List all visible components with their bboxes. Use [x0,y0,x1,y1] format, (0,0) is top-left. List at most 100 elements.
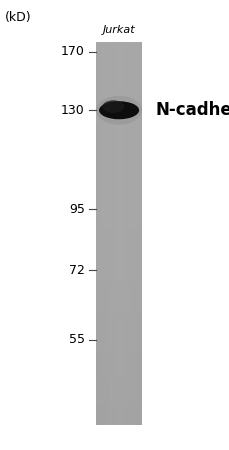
Bar [124,43,125,425]
Bar [96,281,142,287]
Bar [96,85,142,90]
Bar [96,66,142,72]
Text: 170: 170 [61,45,85,58]
Bar [96,104,142,110]
Bar [96,233,142,239]
Bar [140,43,142,425]
Bar [127,43,128,425]
Bar [96,138,142,143]
Bar [96,224,142,229]
Bar [96,262,142,267]
Bar [116,43,118,425]
Bar [96,324,142,329]
Bar [96,300,142,306]
Bar [125,43,127,425]
Bar [117,43,119,425]
Bar [96,405,142,411]
Bar [131,43,133,425]
Bar [96,219,142,225]
Bar [96,286,142,291]
Bar [96,305,142,310]
Bar [96,291,142,296]
Bar [101,43,103,425]
Ellipse shape [99,101,139,119]
Bar [119,43,121,425]
Bar [105,43,107,425]
Bar [96,238,142,243]
Bar [96,56,142,62]
Bar [96,400,142,406]
Bar [96,42,142,48]
Text: 72: 72 [69,264,85,276]
Bar [107,43,109,425]
Bar [96,71,142,76]
Bar [96,381,142,387]
Bar [98,43,99,425]
Bar [134,43,136,425]
Bar [96,176,142,181]
Bar [96,180,142,186]
Bar [96,410,142,416]
Bar [96,357,142,363]
Bar [96,90,142,95]
Bar [96,171,142,177]
Bar [96,386,142,392]
Bar [96,43,142,425]
Bar [96,377,142,382]
Bar [96,43,98,425]
Bar [112,43,113,425]
Bar [96,61,142,67]
Text: (kD): (kD) [5,11,31,24]
Bar [96,276,142,282]
Bar [122,43,124,425]
Bar [96,209,142,215]
Bar [96,252,142,258]
Bar [96,147,142,153]
Bar [96,343,142,349]
Bar [96,214,142,220]
Text: 55: 55 [69,333,85,346]
Bar [137,43,139,425]
Bar [96,142,142,148]
Bar [96,333,142,339]
Bar [104,43,106,425]
Bar [113,43,115,425]
Text: Jurkat: Jurkat [103,25,135,35]
Bar [96,166,142,172]
Bar [96,195,142,201]
Text: 130: 130 [61,104,85,117]
Bar [121,43,122,425]
Bar [96,157,142,162]
Bar [96,391,142,396]
Bar [96,367,142,373]
Bar [110,43,112,425]
Text: 95: 95 [69,203,85,216]
Bar [96,204,142,210]
Bar [96,128,142,134]
Bar [96,133,142,139]
Bar [114,43,116,425]
Bar [96,80,142,86]
Bar [133,43,135,425]
Bar [96,315,142,320]
Bar [96,190,142,196]
Bar [130,43,131,425]
Bar [96,113,142,119]
Bar [96,51,142,57]
Bar [96,162,142,167]
Bar [96,152,142,158]
Text: N-cadherin: N-cadherin [156,101,229,119]
Bar [96,248,142,253]
Bar [128,43,130,425]
Bar [96,348,142,354]
Bar [96,419,142,425]
Bar [96,118,142,124]
Bar [96,328,142,334]
Ellipse shape [96,96,142,125]
Bar [96,372,142,378]
Bar [96,123,142,129]
Bar [96,310,142,315]
Bar [96,47,142,52]
Bar [96,353,142,358]
Bar [96,319,142,325]
